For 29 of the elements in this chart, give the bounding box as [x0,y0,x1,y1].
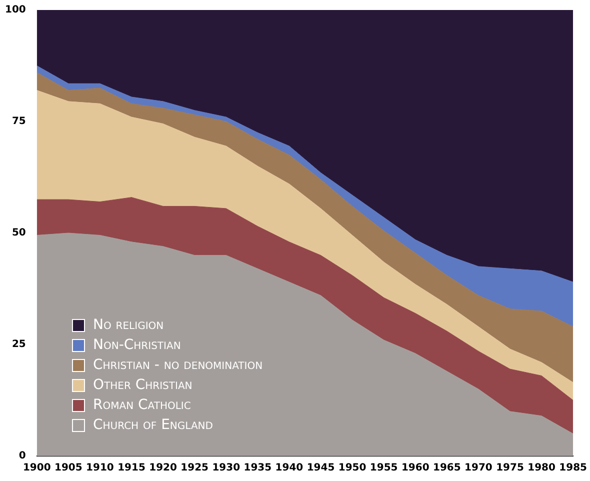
x-tick-label: 1955 [370,462,398,474]
x-tick-label: 1920 [149,462,177,474]
x-tick-label: 1950 [338,462,366,474]
x-tick-label: 1900 [22,462,51,474]
legend-label: Roman Catholic [93,396,191,415]
y-tick-label: 75 [12,116,26,128]
x-tick-label: 1960 [401,462,430,474]
y-tick-label: 100 [5,4,26,16]
y-tick-label: 0 [18,450,26,462]
y-tick-label: 25 [12,339,26,350]
x-tick-label: 1930 [212,462,240,474]
legend-label: No religion [93,316,164,335]
legend-label: Christian - no denomination [93,356,263,375]
x-tick-label: 1985 [559,462,588,474]
x-tick-label: 1965 [432,462,461,474]
x-tick-label: 1980 [528,462,556,474]
x-tick-label: 1970 [464,462,492,474]
x-tick-label: 1945 [306,462,335,474]
x-tick-label: 1940 [275,462,304,474]
legend-label: Non-Christian [93,336,181,355]
legend-label: Other Christian [93,376,192,395]
x-tick-label: 1975 [496,462,524,474]
x-tick-label: 1925 [180,462,209,474]
x-tick-label: 1910 [86,462,114,474]
x-tick-label: 1915 [118,462,146,474]
x-tick-label: 1905 [54,462,82,474]
y-tick-label: 50 [12,228,26,239]
x-tick-label: 1935 [244,462,272,474]
legend-label: Church of England [93,416,213,435]
